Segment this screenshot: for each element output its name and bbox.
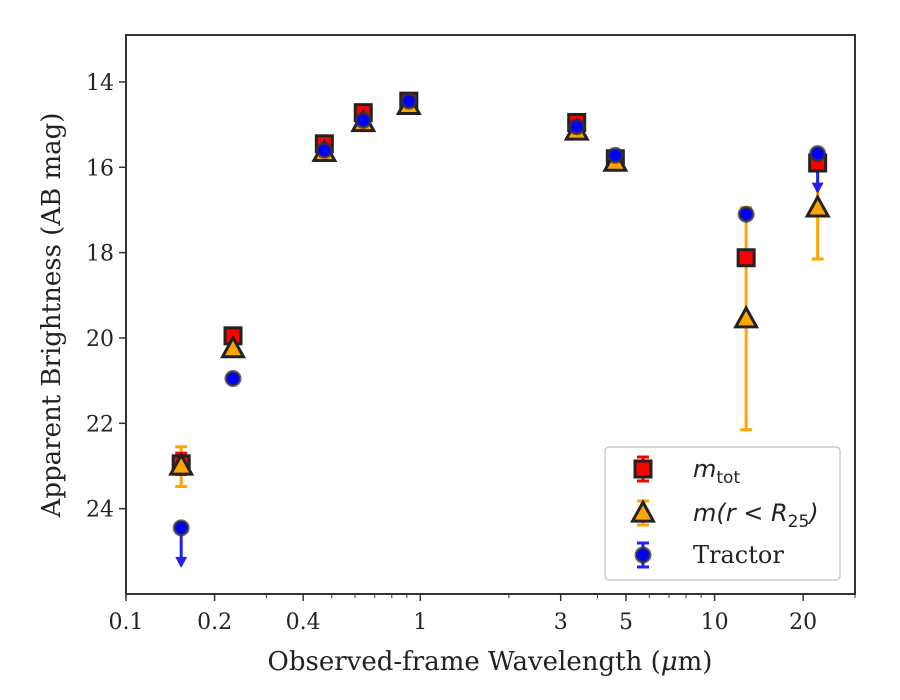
tractor-point xyxy=(172,519,190,537)
tractor-point xyxy=(400,92,418,110)
x-tick-label: 1 xyxy=(413,610,427,635)
legend-label-mtot: mtot xyxy=(693,455,740,488)
tractor-point xyxy=(809,145,827,163)
mr25-point xyxy=(168,452,195,476)
plot-frame xyxy=(125,34,856,595)
legend-marker-tractor xyxy=(634,546,652,564)
tractor-upper-limit-head xyxy=(175,556,188,568)
tractor-upper-limit-head xyxy=(811,182,824,194)
y-tick-label: 14 xyxy=(86,71,114,96)
mtot-point xyxy=(736,248,756,268)
legend-label-mr25: m(r < R25) xyxy=(693,499,819,532)
tractor-point xyxy=(737,205,755,223)
x-tick-label: 20 xyxy=(789,610,817,635)
y-tick-label: 18 xyxy=(86,242,114,267)
legend: mtot m(r < R25) Tractor xyxy=(604,446,841,581)
x-tick-label: 10 xyxy=(701,610,729,635)
tractor-point xyxy=(224,370,242,388)
axis-ticks: 0.1 0.2 0.4 1 3 5 10 20 14 16 18 20 22 24 xyxy=(86,71,856,635)
x-tick-label: 0.1 xyxy=(109,610,144,635)
data-markers xyxy=(168,91,831,537)
legend-marker-mtot xyxy=(633,459,653,479)
x-axis-label-post: m) xyxy=(678,647,713,677)
tractor-point xyxy=(606,146,624,164)
mr25-point xyxy=(220,334,246,359)
y-tick-label: 22 xyxy=(86,412,114,437)
x-axis-label: Observed-frame Wavelength (μm) xyxy=(268,647,713,677)
legend-label-tractor: Tractor xyxy=(693,541,784,569)
y-tick-label: 20 xyxy=(86,327,114,352)
tractor-point xyxy=(568,118,586,136)
x-tick-label: 0.2 xyxy=(197,610,232,635)
x-tick-label: 5 xyxy=(619,610,633,635)
tractor-point xyxy=(315,141,333,159)
y-axis-label: Apparent Brightness (AB mag) xyxy=(37,113,67,519)
mr25-point xyxy=(804,193,831,218)
x-tick-label: 3 xyxy=(554,610,568,635)
legend-frame xyxy=(604,446,841,581)
legend-marker-mr25 xyxy=(630,499,656,523)
y-tick-label: 24 xyxy=(86,498,114,523)
x-tick-label: 0.4 xyxy=(286,610,321,635)
x-axis-label-mu: μ xyxy=(661,647,678,677)
mr25-point xyxy=(733,304,760,329)
x-axis-label-pre: Observed-frame Wavelength ( xyxy=(268,647,661,677)
tractor-point xyxy=(354,111,372,129)
y-tick-label: 16 xyxy=(86,156,114,181)
